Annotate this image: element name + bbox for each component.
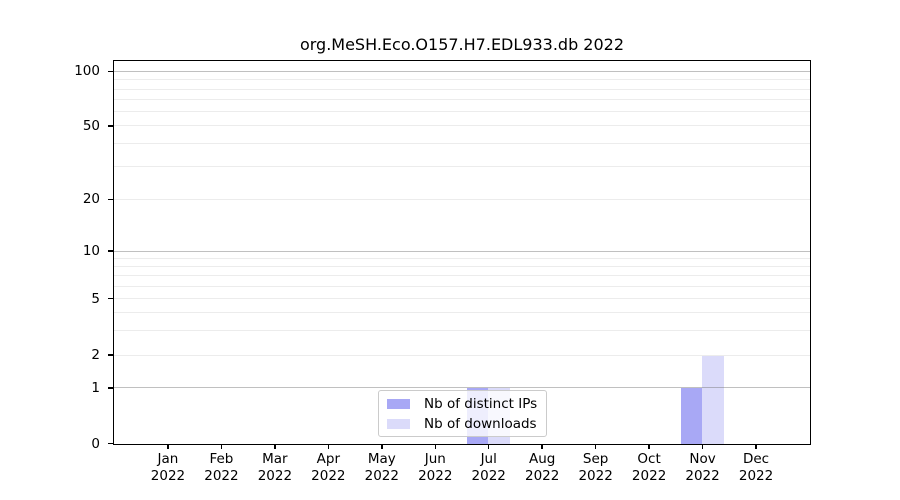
y-tick-label-20: 20 bbox=[82, 191, 100, 208]
x-tick-apr bbox=[327, 443, 330, 449]
x-tick-year: 2022 bbox=[364, 467, 399, 484]
x-tick-jan bbox=[167, 443, 169, 449]
x-tick-year: 2022 bbox=[418, 467, 453, 484]
bar-distinct-ips-nov bbox=[680, 388, 703, 444]
x-tick-jul bbox=[487, 443, 490, 449]
y-tick-label-2: 2 bbox=[91, 347, 100, 364]
downloads-label: Nb of downloads bbox=[424, 415, 537, 432]
y-tick-100 bbox=[108, 70, 113, 73]
x-tick-jun bbox=[434, 443, 437, 449]
y-tick-label-0: 0 bbox=[91, 435, 100, 452]
gridline-y50 bbox=[114, 125, 810, 127]
x-tick-month: Sep bbox=[582, 450, 609, 467]
x-tick-year: 2022 bbox=[150, 467, 186, 484]
x-tick-label-jun: Jun 2022 bbox=[418, 451, 452, 485]
gridline-y20 bbox=[114, 198, 810, 200]
x-tick-year: 2022 bbox=[311, 467, 346, 484]
downloads-swatch bbox=[387, 418, 410, 429]
legend-row-distinct-ips: Nb of distinct IPs bbox=[387, 396, 538, 412]
gridline-minor-y8 bbox=[114, 265, 810, 267]
y-tick-10 bbox=[108, 250, 113, 252]
y-tick-20 bbox=[108, 198, 113, 201]
x-tick-may bbox=[381, 443, 383, 449]
x-tick-label-mar: Mar 2022 bbox=[258, 451, 292, 485]
gridline-minor-y40 bbox=[114, 143, 810, 145]
x-tick-year: 2022 bbox=[257, 467, 293, 484]
x-tick-month: May bbox=[367, 450, 396, 467]
y-tick-5 bbox=[108, 297, 113, 300]
gridline-minor-y90 bbox=[114, 79, 810, 81]
x-tick-dec bbox=[755, 443, 757, 449]
y-tick-label-100: 100 bbox=[74, 63, 100, 80]
gridline-minor-y9 bbox=[114, 257, 810, 259]
x-tick-year: 2022 bbox=[471, 467, 506, 484]
x-tick-label-nov: Nov 2022 bbox=[685, 451, 719, 485]
legend-row-downloads: Nb of downloads bbox=[387, 416, 538, 432]
x-tick-month: Dec bbox=[742, 450, 770, 467]
gridline-minor-y6 bbox=[114, 285, 810, 287]
x-tick-label-dec: Dec 2022 bbox=[739, 451, 773, 485]
x-tick-label-aug: Aug 2022 bbox=[525, 451, 559, 485]
plot-area: Nb of distinct IPs Nb of downloads bbox=[113, 60, 811, 445]
gridline-minor-y70 bbox=[114, 99, 810, 101]
x-tick-year: 2022 bbox=[738, 467, 774, 484]
x-tick-feb bbox=[220, 443, 223, 449]
x-tick-label-oct: Oct 2022 bbox=[632, 451, 666, 485]
x-tick-year: 2022 bbox=[631, 467, 667, 484]
gridline-y1 bbox=[114, 387, 810, 389]
x-tick-month: Feb bbox=[209, 450, 234, 467]
y-tick-1 bbox=[108, 387, 113, 389]
x-tick-month: Oct bbox=[637, 450, 661, 467]
x-tick-label-jan: Jan 2022 bbox=[151, 451, 185, 485]
y-tick-label-50: 50 bbox=[82, 117, 100, 134]
distinct-ips-label: Nb of distinct IPs bbox=[424, 395, 538, 412]
gridline-y2 bbox=[114, 354, 810, 356]
x-tick-month: Jul bbox=[480, 450, 497, 467]
y-tick-2 bbox=[108, 354, 113, 356]
y-tick-label-1: 1 bbox=[91, 379, 100, 396]
x-tick-mar bbox=[274, 443, 276, 449]
gridline-y100 bbox=[114, 70, 810, 72]
chart-title: org.MeSH.Eco.O157.H7.EDL933.db 2022 bbox=[299, 35, 625, 54]
x-tick-month: Aug bbox=[528, 450, 556, 467]
x-tick-label-sep: Sep 2022 bbox=[578, 451, 612, 485]
x-tick-year: 2022 bbox=[685, 467, 720, 484]
x-tick-label-may: May 2022 bbox=[365, 451, 399, 485]
x-tick-year: 2022 bbox=[578, 467, 613, 484]
legend: Nb of distinct IPs Nb of downloads bbox=[378, 390, 547, 437]
x-tick-year: 2022 bbox=[525, 467, 560, 484]
bar-downloads-nov bbox=[702, 355, 724, 444]
gridline-minor-y60 bbox=[114, 111, 810, 113]
gridline-minor-y7 bbox=[114, 275, 810, 277]
x-tick-month: Apr bbox=[316, 450, 341, 467]
gridline-y10 bbox=[114, 250, 810, 252]
y-tick-50 bbox=[108, 125, 113, 127]
x-tick-month: Mar bbox=[262, 450, 288, 467]
y-tick-label-5: 5 bbox=[91, 290, 100, 307]
distinct-ips-swatch bbox=[387, 398, 410, 409]
x-tick-month: Jun bbox=[424, 450, 446, 467]
gridline-y5 bbox=[114, 298, 810, 300]
gridline-minor-y4 bbox=[114, 311, 810, 313]
x-tick-label-jul: Jul 2022 bbox=[472, 451, 506, 485]
x-tick-label-feb: Feb 2022 bbox=[204, 451, 238, 485]
y-tick-label-10: 10 bbox=[82, 243, 100, 259]
x-tick-year: 2022 bbox=[204, 467, 239, 484]
x-tick-sep bbox=[594, 443, 597, 449]
x-tick-month: Nov bbox=[689, 450, 716, 467]
x-tick-nov bbox=[701, 443, 704, 449]
y-tick-0 bbox=[108, 442, 113, 445]
gridline-minor-y80 bbox=[114, 88, 810, 90]
x-tick-label-apr: Apr 2022 bbox=[311, 451, 345, 485]
gridline-minor-y30 bbox=[114, 166, 810, 168]
x-tick-oct bbox=[648, 443, 650, 449]
x-tick-aug bbox=[541, 443, 543, 449]
x-tick-month: Jan bbox=[157, 450, 179, 467]
gridline-minor-y3 bbox=[114, 329, 810, 331]
